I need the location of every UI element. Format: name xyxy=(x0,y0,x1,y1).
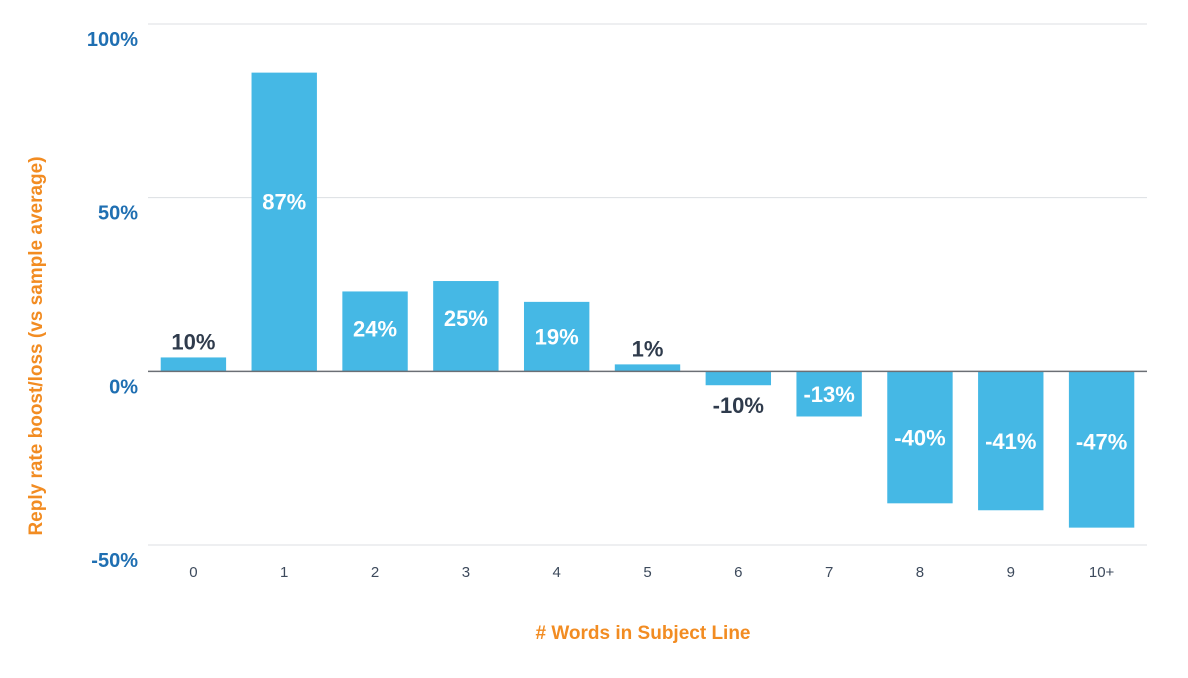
bar xyxy=(433,281,499,372)
x-tick-label: 6 xyxy=(734,564,742,581)
x-tick-label: 2 xyxy=(371,564,379,581)
x-tick-label: 8 xyxy=(916,564,924,581)
y-axis-title: Reply rate boost/loss (vs sample average… xyxy=(26,156,47,535)
bar xyxy=(887,371,953,504)
bar xyxy=(342,291,408,372)
x-tick-label: 9 xyxy=(1007,564,1015,581)
bar xyxy=(1068,371,1135,528)
x-tick-label: 7 xyxy=(825,564,833,581)
x-axis-ticks: 0 1 2 3 4 5 6 7 8 9 10+ xyxy=(189,564,1114,581)
data-label: -40% xyxy=(894,425,945,450)
bar xyxy=(160,357,227,372)
x-tick-label: 5 xyxy=(643,564,651,581)
y-axis-ticks: 100% 50% 0% -50% xyxy=(87,29,138,572)
bar xyxy=(796,371,862,417)
y-tick-label: 100% xyxy=(87,29,138,51)
bar xyxy=(523,301,590,372)
data-label: -10% xyxy=(713,393,764,418)
bar xyxy=(978,371,1044,511)
y-tick-label: 50% xyxy=(98,203,138,225)
bars xyxy=(160,72,1135,528)
x-tick-label: 10+ xyxy=(1089,564,1115,581)
data-label: 1% xyxy=(632,336,664,361)
y-tick-label: -50% xyxy=(91,550,138,572)
data-label: 25% xyxy=(444,306,488,331)
data-label: -13% xyxy=(803,382,854,407)
data-label: -41% xyxy=(985,429,1036,454)
x-tick-label: 4 xyxy=(553,564,561,581)
bar xyxy=(614,364,681,372)
x-tick-label: 0 xyxy=(189,564,197,581)
y-tick-label: 0% xyxy=(109,376,138,398)
bar xyxy=(705,371,772,386)
data-label: 24% xyxy=(353,316,397,341)
data-label: 10% xyxy=(171,329,215,354)
x-tick-label: 3 xyxy=(462,564,470,581)
x-axis-title: # Words in Subject Line xyxy=(535,623,750,644)
x-tick-label: 1 xyxy=(280,564,288,581)
bar xyxy=(251,72,317,372)
data-label: 87% xyxy=(262,190,306,215)
data-label: 19% xyxy=(535,325,579,350)
data-labels: 10% 87% 24% 25% 19% 1% -10% -13% -40% -41% -47% xyxy=(171,190,1127,455)
data-label: -47% xyxy=(1076,429,1127,454)
